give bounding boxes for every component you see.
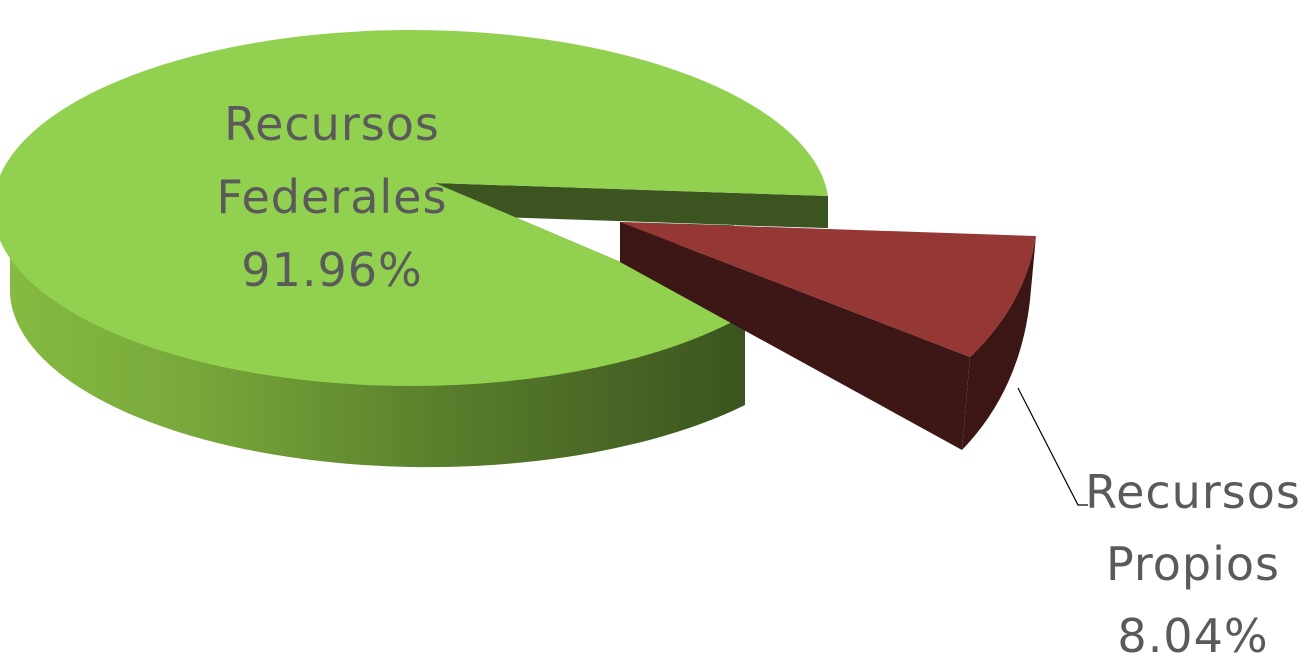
slice-propios-side-front [620, 222, 970, 450]
label-federales-line1: Recursos [224, 97, 440, 151]
slice-federales-inner-wall [435, 183, 828, 228]
label-propios-line1: Recursos [1085, 465, 1301, 519]
label-federales-value: 91.96% [241, 243, 422, 297]
leader-line-propios [1017, 387, 1088, 506]
label-federales-line2: Federales [217, 170, 448, 224]
slice-propios-side-rim [962, 236, 1036, 450]
slice-federales-top [0, 30, 828, 386]
label-propios-line2: Propios [1106, 537, 1280, 591]
label-propios-value: 8.04% [1117, 609, 1268, 658]
slice-federales-side [10, 205, 745, 468]
slice-propios-top [620, 222, 1036, 357]
